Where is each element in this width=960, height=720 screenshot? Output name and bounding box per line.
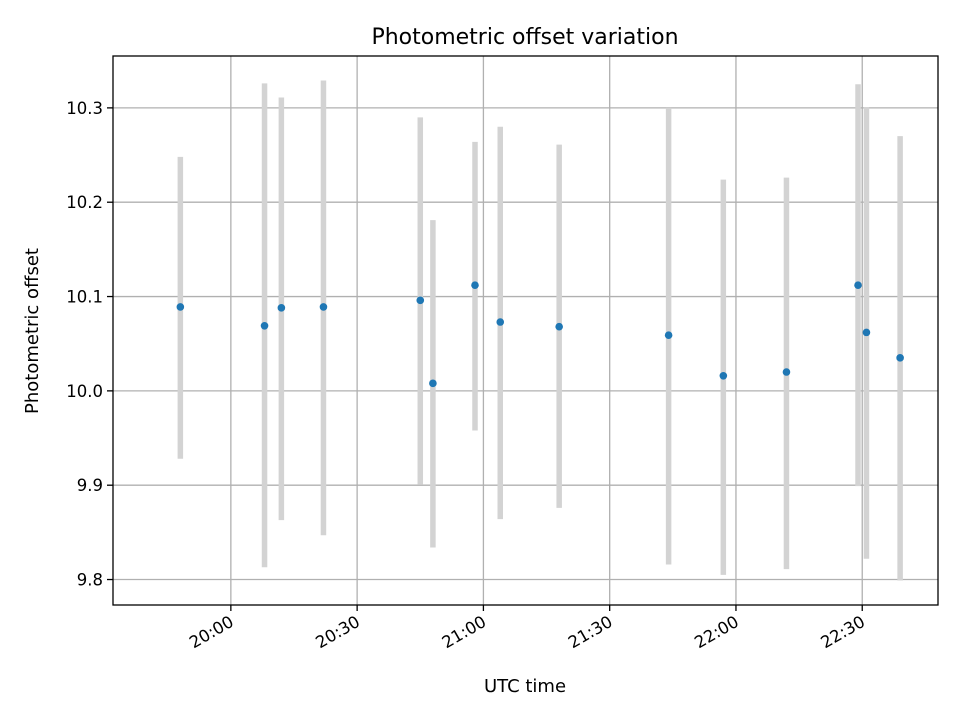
x-axis-label: UTC time bbox=[484, 676, 566, 697]
data-point bbox=[719, 371, 728, 380]
y-tick-label: 9.8 bbox=[77, 571, 103, 590]
data-point bbox=[664, 331, 673, 340]
x-tick-label: 21:30 bbox=[565, 612, 616, 652]
data-point bbox=[260, 321, 269, 330]
data-point bbox=[416, 296, 425, 305]
data-point bbox=[896, 354, 904, 362]
y-tick-label: 10.3 bbox=[66, 99, 103, 118]
x-tick-label: 20:00 bbox=[186, 612, 237, 652]
data-point bbox=[782, 368, 791, 376]
chart-title: Photometric offset variation bbox=[371, 25, 678, 50]
y-tick-label: 10.1 bbox=[66, 288, 103, 307]
x-tick-label: 22:30 bbox=[818, 612, 869, 652]
x-tick-label: 20:30 bbox=[312, 612, 363, 652]
data-points bbox=[176, 281, 904, 388]
data-point bbox=[555, 322, 563, 331]
y-tick-label: 9.9 bbox=[77, 476, 103, 495]
grid-layer bbox=[113, 56, 938, 605]
error-bars bbox=[177, 80, 903, 581]
y-tick-label: 10.0 bbox=[66, 382, 103, 401]
data-point bbox=[854, 281, 862, 290]
data-point bbox=[277, 304, 286, 312]
y-tick-label: 10.2 bbox=[66, 193, 103, 212]
data-point bbox=[496, 318, 505, 326]
data-point bbox=[471, 281, 479, 290]
data-point bbox=[429, 379, 437, 388]
x-tick-label: 21:00 bbox=[439, 612, 490, 652]
y-axis-label: Photometric offset bbox=[22, 248, 43, 414]
data-point bbox=[319, 303, 328, 311]
data-point bbox=[862, 328, 871, 337]
x-tick-label: 22:00 bbox=[691, 612, 742, 652]
data-point bbox=[176, 303, 185, 311]
ticks: 20:00 20:30 21:00 21:30 22:00 22:30 9.8 9.9 10.0… bbox=[66, 99, 868, 652]
plot-frame bbox=[112, 55, 939, 606]
